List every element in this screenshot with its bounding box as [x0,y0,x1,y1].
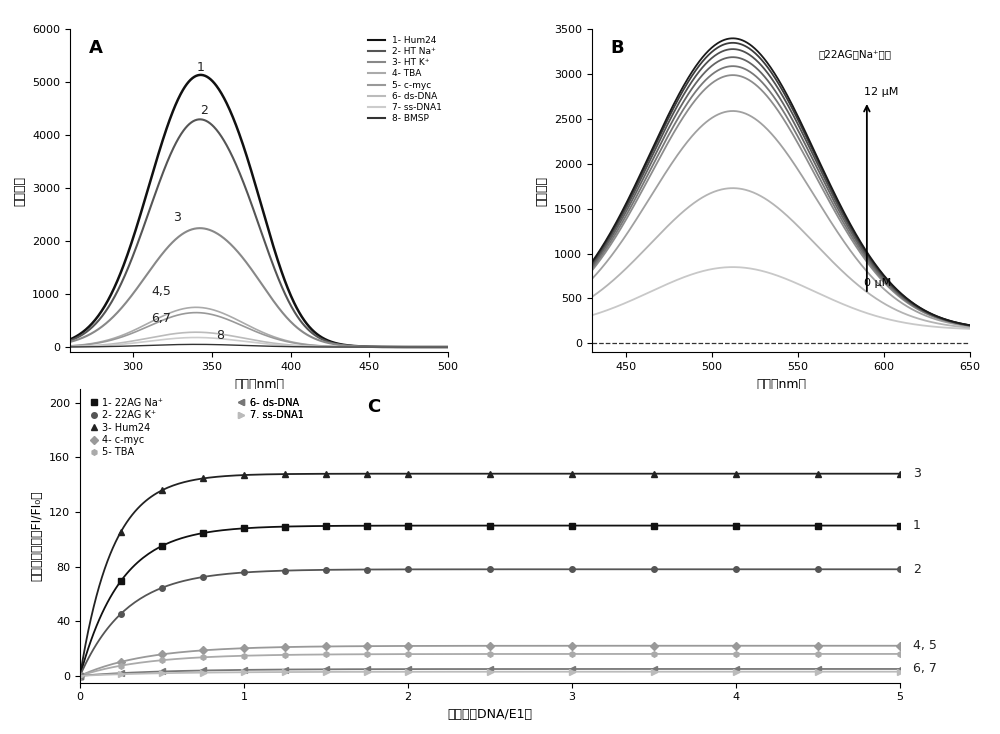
Text: 6, 7: 6, 7 [913,663,937,675]
Text: 3: 3 [913,467,921,480]
Text: C: C [367,398,380,416]
Y-axis label: 荧光强度: 荧光强度 [14,176,27,206]
Text: 4,5: 4,5 [151,286,171,298]
Text: 1: 1 [913,519,921,532]
Text: A: A [89,39,103,57]
Text: 2: 2 [200,103,208,117]
X-axis label: 波长（nm）: 波长（nm） [756,377,806,390]
X-axis label: 浓度比（DNA/E1）: 浓度比（DNA/E1） [448,708,532,721]
Legend: 1- Hum24, 2- HT Na⁺, 3- HT K⁺, 4- TBA, 5- c-myc, 6- ds-DNA, 7- ss-DNA1, 8- BMSP: 1- Hum24, 2- HT Na⁺, 3- HT K⁺, 4- TBA, 5… [367,34,444,126]
X-axis label: 波长（nm）: 波长（nm） [234,377,284,390]
Text: 6,7: 6,7 [151,312,171,324]
Text: 0 μM: 0 μM [864,277,891,288]
Text: B: B [611,39,624,57]
Text: 4, 5: 4, 5 [913,639,937,653]
Text: 8: 8 [216,329,224,342]
Text: 3: 3 [173,211,181,224]
Text: 1: 1 [197,62,205,74]
Text: 12 μM: 12 μM [864,87,898,98]
Y-axis label: 荧光强度: 荧光强度 [535,176,548,206]
Text: 2: 2 [913,563,921,575]
Text: ［22AG（Na⁺）］: ［22AG（Na⁺）］ [819,48,892,59]
Y-axis label: 相对荧光强度（FI/FI₀）: 相对荧光强度（FI/FI₀） [31,490,44,581]
Legend: 6- ds-DNA, 7. ss-DNA1: 6- ds-DNA, 7. ss-DNA1 [232,394,308,424]
